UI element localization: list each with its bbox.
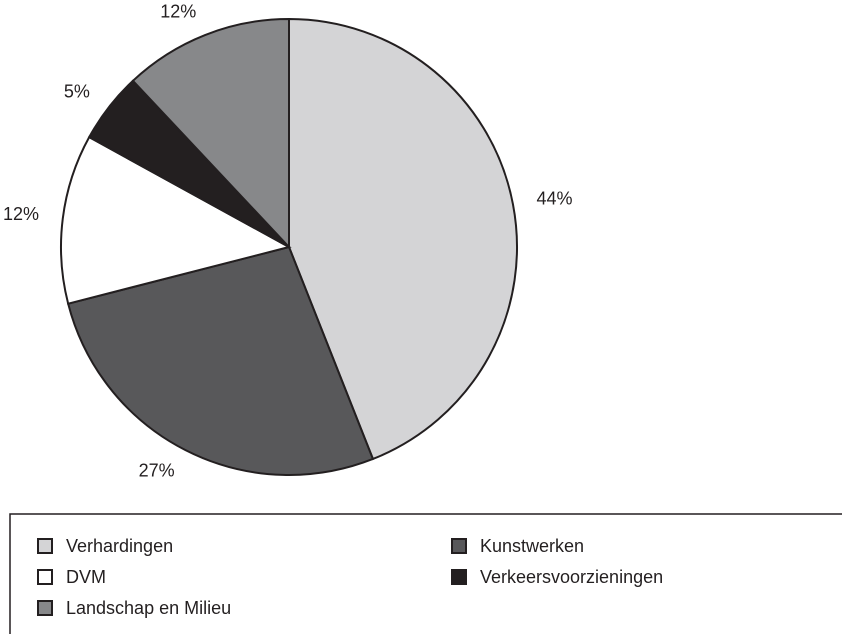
legend-label: DVM — [66, 567, 106, 587]
pie-slice — [66, 245, 375, 476]
pie-slice — [131, 17, 290, 250]
data-label: 44% — [537, 189, 573, 209]
pie-slice — [288, 17, 518, 461]
legend-label: Landschap en Milieu — [66, 598, 231, 618]
data-label: 12% — [160, 1, 196, 21]
legend-label: Verkeersvoorzieningen — [480, 567, 663, 587]
legend-swatch — [451, 538, 467, 554]
legend-swatch — [37, 600, 53, 616]
data-label: 27% — [139, 460, 175, 480]
legend-label: Kunstwerken — [480, 536, 584, 556]
pie-slice — [60, 135, 292, 305]
legend-swatch — [37, 538, 53, 554]
legend-label: Verhardingen — [66, 536, 173, 556]
legend-swatch — [451, 569, 467, 585]
data-label: 5% — [64, 81, 90, 101]
data-label: 12% — [3, 204, 39, 224]
legend-box — [9, 513, 842, 634]
legend-swatch — [37, 569, 53, 585]
